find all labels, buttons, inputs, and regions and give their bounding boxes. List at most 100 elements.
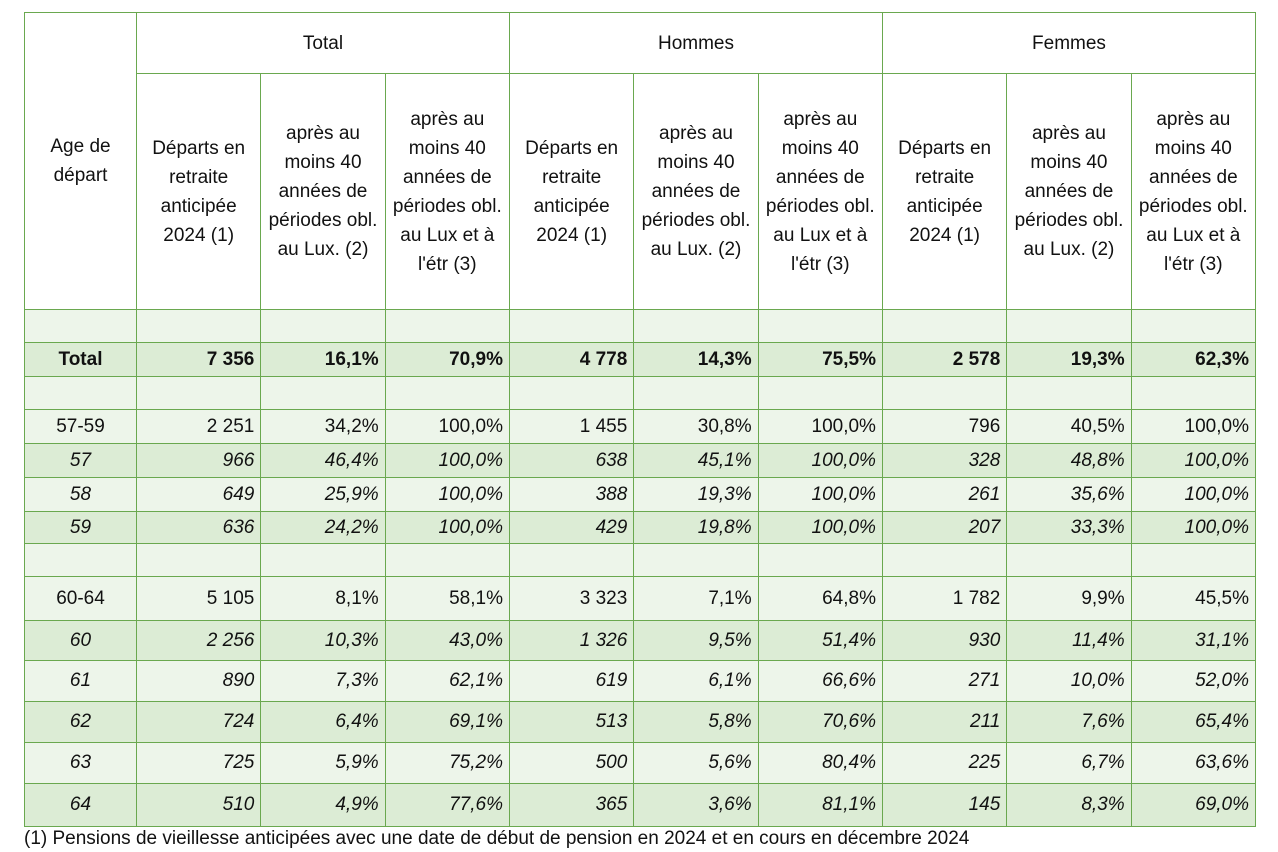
value-cell: 5,9% [260, 742, 386, 784]
data-row: 57-59 2 251 34,2% 100,0% 1 455 30,8% 100,0% 796… [24, 409, 1257, 444]
spacer-cell [1006, 309, 1132, 343]
value-cell: 66,6% [757, 660, 883, 702]
value-cell: 7,3% [260, 660, 386, 702]
value-cell: 7,6% [1006, 701, 1132, 743]
value-cell: 2 251 [135, 409, 262, 444]
value-cell: 5 105 [135, 576, 262, 621]
value-cell: 34,2% [260, 409, 386, 444]
value-cell: 1 326 [508, 620, 635, 661]
value-cell: 64,8% [757, 576, 883, 621]
value-cell: 1 782 [881, 576, 1008, 621]
spacer-cell [881, 309, 1008, 343]
data-row: 59 636 24,2% 100,0% 429 19,8% 100,0% 207 33,3% 10… [24, 511, 1257, 544]
sub-header: Départs en retraite anticipée 2024 (1) [881, 73, 1008, 310]
value-cell: 51,4% [757, 620, 883, 661]
value-cell: 328 [881, 443, 1008, 478]
value-cell: 65,4% [1130, 701, 1257, 743]
value-cell: 70,9% [384, 342, 510, 377]
value-cell: 2 256 [135, 620, 262, 661]
value-cell: 388 [508, 477, 635, 512]
data-row: 60 2 256 10,3% 43,0% 1 326 9,5% 51,4% 930 11,4% 3… [24, 620, 1257, 661]
value-cell: 1 455 [508, 409, 635, 444]
value-cell: 7 356 [135, 342, 262, 377]
value-cell: 145 [881, 783, 1008, 827]
spacer-cell [260, 543, 386, 577]
value-cell: 69,1% [384, 701, 510, 743]
value-cell: 48,8% [1006, 443, 1132, 478]
value-cell: 261 [881, 477, 1008, 512]
spacer-cell [384, 543, 510, 577]
value-cell: 70,6% [757, 701, 883, 743]
value-cell: 4 778 [508, 342, 635, 377]
value-cell: 100,0% [1130, 477, 1257, 512]
value-cell: 796 [881, 409, 1008, 444]
value-cell: 100,0% [757, 511, 883, 544]
data-row: 60-64 5 105 8,1% 58,1% 3 323 7,1% 64,8% 1 782 9,… [24, 576, 1257, 621]
group-header: Femmes [881, 12, 1257, 74]
value-cell: 207 [881, 511, 1008, 544]
value-cell: 80,4% [757, 742, 883, 784]
value-cell: 75,2% [384, 742, 510, 784]
value-cell: 100,0% [384, 409, 510, 444]
value-cell: 2 578 [881, 342, 1008, 377]
spacer-cell [633, 309, 759, 343]
value-cell: 8,3% [1006, 783, 1132, 827]
data-row: 62 724 6,4% 69,1% 513 5,8% 70,6% 211 7,6% 65,4% [24, 701, 1257, 743]
group-header-row: Age de départ Total Hommes Femmes [24, 12, 1257, 310]
spacer-cell [1130, 309, 1257, 343]
age-cell: 59 [24, 511, 137, 544]
spacer-cell [1006, 543, 1132, 577]
age-cell: 60-64 [24, 576, 137, 621]
value-cell: 365 [508, 783, 635, 827]
value-cell: 3,6% [633, 783, 759, 827]
value-cell: 10,0% [1006, 660, 1132, 702]
age-cell: 58 [24, 477, 137, 512]
value-cell: 30,8% [633, 409, 759, 444]
spacer-cell [260, 309, 386, 343]
value-cell: 100,0% [1130, 443, 1257, 478]
value-cell: 619 [508, 660, 635, 702]
value-cell: 649 [135, 477, 262, 512]
corner-header: Age de départ [24, 12, 137, 310]
table-head: Age de départ Total Hommes Femmes Départs … [24, 12, 1257, 310]
value-cell: 40,5% [1006, 409, 1132, 444]
spacer-row [24, 376, 1257, 410]
value-cell: 69,0% [1130, 783, 1257, 827]
table-body: Total 7 356 16,1% 70,9% 4 778 14,3% 75,5% 2 578… [24, 309, 1257, 827]
sub-header: après au moins 40 années de périodes obl… [1006, 73, 1132, 310]
sub-header: Départs en retraite anticipée 2024 (1) [508, 73, 635, 310]
sub-header: après au moins 40 années de périodes obl… [384, 73, 510, 310]
value-cell: 31,1% [1130, 620, 1257, 661]
value-cell: 81,1% [757, 783, 883, 827]
value-cell: 33,3% [1006, 511, 1132, 544]
spacer-cell [508, 309, 635, 343]
spacer-cell [508, 543, 635, 577]
value-cell: 100,0% [384, 477, 510, 512]
value-cell: 75,5% [757, 342, 883, 377]
pension-table: Age de départ Total Hommes Femmes Départs … [24, 12, 1257, 827]
value-cell: 35,6% [1006, 477, 1132, 512]
spacer-cell [135, 543, 262, 577]
spacer-row [24, 309, 1257, 343]
value-cell: 429 [508, 511, 635, 544]
value-cell: 271 [881, 660, 1008, 702]
value-cell: 100,0% [384, 511, 510, 544]
data-row: 61 890 7,3% 62,1% 619 6,1% 66,6% 271 10,0% 52,0% [24, 660, 1257, 702]
value-cell: 45,1% [633, 443, 759, 478]
value-cell: 10,3% [260, 620, 386, 661]
sub-header: après au moins 40 années de périodes obl… [260, 73, 386, 310]
value-cell: 11,4% [1006, 620, 1132, 661]
value-cell: 725 [135, 742, 262, 784]
value-cell: 9,9% [1006, 576, 1132, 621]
spacer-cell [508, 376, 635, 410]
age-cell: 60 [24, 620, 137, 661]
value-cell: 890 [135, 660, 262, 702]
value-cell: 100,0% [1130, 511, 1257, 544]
sub-header: Départs en retraite anticipée 2024 (1) [135, 73, 262, 310]
spacer-cell [135, 376, 262, 410]
age-cell: Total [24, 342, 137, 377]
spacer-cell [757, 376, 883, 410]
value-cell: 8,1% [260, 576, 386, 621]
value-cell: 77,6% [384, 783, 510, 827]
